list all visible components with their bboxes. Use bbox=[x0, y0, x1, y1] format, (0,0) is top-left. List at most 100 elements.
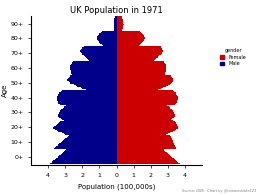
Bar bbox=[114, 30, 117, 31]
Bar bbox=[98, 35, 117, 36]
Bar bbox=[117, 127, 178, 128]
Bar bbox=[80, 51, 117, 52]
Bar bbox=[117, 156, 171, 157]
Bar bbox=[117, 36, 144, 37]
Bar bbox=[71, 70, 117, 71]
Bar bbox=[117, 118, 172, 119]
Bar bbox=[117, 54, 161, 55]
Bar bbox=[117, 82, 172, 83]
Bar bbox=[117, 126, 178, 127]
Bar bbox=[117, 24, 124, 25]
Bar bbox=[117, 124, 177, 125]
Bar bbox=[68, 78, 117, 79]
Bar bbox=[117, 22, 123, 23]
Bar bbox=[61, 109, 117, 110]
Bar bbox=[117, 37, 145, 38]
Bar bbox=[56, 158, 117, 159]
Bar bbox=[57, 99, 117, 100]
Bar bbox=[117, 33, 142, 34]
Bar bbox=[114, 19, 117, 20]
Bar bbox=[59, 103, 117, 104]
Bar bbox=[70, 69, 117, 70]
Bar bbox=[117, 102, 177, 103]
Bar bbox=[71, 72, 117, 73]
Bar bbox=[114, 21, 117, 22]
Bar bbox=[80, 50, 117, 51]
Bar bbox=[102, 31, 117, 32]
Bar bbox=[117, 92, 176, 93]
Bar bbox=[114, 23, 117, 24]
Bar bbox=[117, 106, 168, 107]
Bar bbox=[114, 22, 117, 23]
Bar bbox=[61, 154, 117, 155]
Bar bbox=[59, 117, 117, 118]
Bar bbox=[114, 20, 117, 21]
Bar bbox=[88, 58, 117, 59]
Bar bbox=[117, 64, 166, 65]
Bar bbox=[117, 68, 166, 69]
Bar bbox=[81, 87, 117, 88]
Bar bbox=[86, 89, 117, 90]
Bar bbox=[117, 96, 178, 97]
Bar bbox=[117, 63, 165, 64]
Bar bbox=[63, 133, 117, 134]
Bar bbox=[117, 103, 176, 104]
Bar bbox=[69, 135, 117, 136]
Bar bbox=[62, 153, 117, 154]
Bar bbox=[117, 95, 177, 96]
Bar bbox=[62, 132, 117, 133]
Bar bbox=[117, 89, 157, 90]
Bar bbox=[117, 70, 166, 71]
Bar bbox=[117, 71, 166, 72]
Bar bbox=[117, 59, 155, 60]
Bar bbox=[117, 128, 178, 129]
Bar bbox=[102, 44, 117, 45]
Bar bbox=[76, 85, 117, 86]
Bar bbox=[70, 67, 117, 68]
Bar bbox=[101, 32, 117, 33]
Bar bbox=[117, 133, 168, 134]
Bar bbox=[63, 107, 117, 108]
Bar bbox=[99, 33, 117, 34]
Bar bbox=[54, 148, 117, 149]
Bar bbox=[117, 75, 171, 76]
Bar bbox=[117, 74, 165, 75]
Bar bbox=[117, 125, 177, 126]
Bar bbox=[117, 163, 180, 164]
Bar bbox=[117, 134, 166, 135]
Bar bbox=[117, 91, 174, 92]
Bar bbox=[117, 25, 123, 26]
Bar bbox=[72, 74, 117, 75]
Bar bbox=[71, 73, 117, 74]
Bar bbox=[117, 148, 176, 149]
Bar bbox=[117, 35, 143, 36]
Bar bbox=[117, 105, 167, 106]
Bar bbox=[117, 86, 166, 87]
Bar bbox=[82, 54, 117, 55]
Bar bbox=[117, 38, 145, 39]
Bar bbox=[117, 57, 157, 58]
Bar bbox=[82, 48, 117, 49]
Bar bbox=[63, 108, 117, 109]
Bar bbox=[117, 40, 144, 41]
Bar bbox=[117, 52, 162, 53]
Bar bbox=[68, 136, 117, 137]
Bar bbox=[72, 63, 117, 64]
Bar bbox=[66, 149, 117, 150]
Bar bbox=[67, 80, 117, 81]
Bar bbox=[117, 94, 176, 95]
Bar bbox=[99, 42, 117, 43]
Bar bbox=[57, 157, 117, 158]
Bar bbox=[117, 17, 122, 18]
Y-axis label: Age: Age bbox=[2, 84, 8, 97]
Bar bbox=[117, 144, 174, 145]
Bar bbox=[117, 98, 178, 99]
Bar bbox=[117, 159, 175, 160]
Bar bbox=[117, 79, 173, 80]
Bar bbox=[117, 141, 173, 142]
Bar bbox=[59, 113, 117, 114]
Bar bbox=[117, 150, 164, 151]
Bar bbox=[69, 77, 117, 78]
Bar bbox=[70, 75, 117, 76]
Bar bbox=[115, 17, 117, 18]
